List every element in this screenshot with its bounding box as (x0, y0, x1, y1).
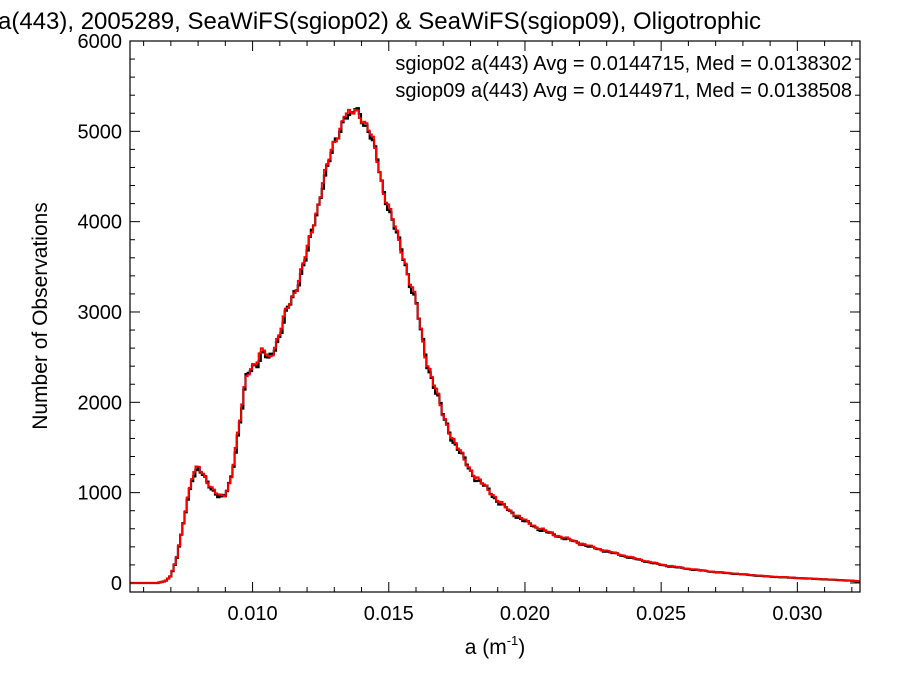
tick-labels: 0.010 0.015 0.020 0.025 0.030 0 1000 2000 3000 40… (78, 31, 823, 625)
histogram-series-sgiop09 (130, 108, 860, 584)
y-axis-label: Number of Observations (29, 202, 52, 430)
y-tick-label: 5000 (78, 121, 123, 143)
y-tick-label: 0 (111, 573, 122, 595)
legend-entry-sgiop09: sgiop09 a(443) Avg = 0.0144971, Med = 0.… (395, 80, 852, 102)
legend-entry-sgiop02: sgiop02 a(443) Avg = 0.0144715, Med = 0.… (395, 53, 852, 75)
x-tick-label: 0.025 (636, 603, 686, 625)
x-axis-label: a (m-1) (465, 633, 526, 659)
histogram-series (130, 107, 860, 585)
y-tick-label: 2000 (78, 392, 123, 414)
y-tick-label: 4000 (78, 212, 123, 234)
axis-ticks (130, 40, 860, 592)
plot-frame (129, 40, 861, 593)
x-tick-label: 0.015 (364, 603, 414, 625)
x-axis-label-superscript: -1 (507, 633, 519, 648)
histogram-series-sgiop02 (130, 107, 860, 585)
x-axis-label-text: a (m (465, 636, 507, 659)
y-tick-label: 6000 (78, 31, 123, 53)
y-tick-label: 1000 (78, 483, 123, 505)
x-axis-label-close: ) (518, 636, 525, 659)
x-tick-label: 0.030 (772, 603, 822, 625)
y-tick-label: 3000 (78, 302, 123, 324)
x-tick-label: 0.010 (228, 603, 278, 625)
x-tick-label: 0.020 (500, 603, 550, 625)
chart-title: a(443), 2005289, SeaWiFS(sgiop02) & SeaW… (0, 8, 761, 35)
